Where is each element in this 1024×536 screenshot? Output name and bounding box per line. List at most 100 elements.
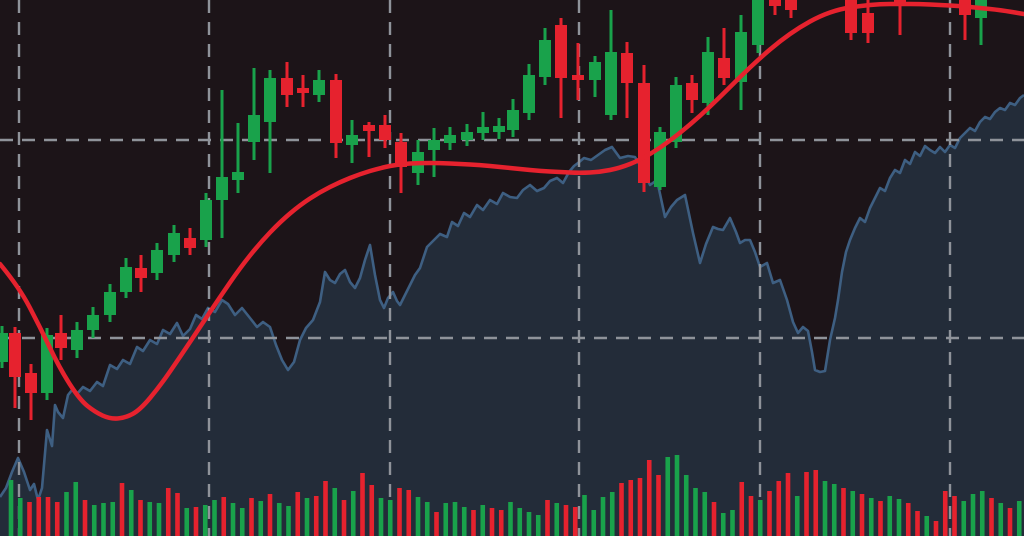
volume-bar bbox=[859, 494, 865, 536]
candle-body bbox=[444, 135, 456, 143]
candle bbox=[264, 70, 276, 173]
volume-bar bbox=[304, 498, 310, 536]
volume-bar bbox=[165, 488, 171, 536]
area-outline bbox=[0, 93, 1024, 502]
candle bbox=[363, 122, 375, 157]
price-area-series bbox=[0, 93, 1024, 536]
volume-bar bbox=[665, 457, 671, 536]
candle-body bbox=[9, 333, 21, 377]
candle-body bbox=[477, 127, 489, 133]
candle-body bbox=[769, 0, 781, 6]
candle-body bbox=[184, 238, 196, 248]
volume-bar bbox=[693, 488, 698, 536]
candle bbox=[785, 0, 797, 18]
volume-bar bbox=[508, 502, 513, 536]
candle bbox=[444, 127, 456, 150]
candle-body bbox=[248, 115, 260, 142]
volume-bar bbox=[582, 495, 587, 536]
volume-bar bbox=[369, 485, 375, 536]
volume-bar bbox=[147, 502, 153, 536]
candle-body bbox=[346, 135, 358, 145]
volume-bar bbox=[489, 508, 495, 536]
candle bbox=[493, 118, 505, 139]
candle-body bbox=[87, 315, 99, 330]
volume-bar bbox=[480, 505, 486, 536]
volume-bars bbox=[8, 455, 1022, 536]
volume-bar bbox=[45, 497, 51, 536]
volume-bar bbox=[998, 503, 1004, 536]
candle-body bbox=[702, 52, 714, 103]
volume-bar bbox=[387, 500, 393, 536]
candle-body bbox=[216, 177, 228, 200]
candle bbox=[71, 322, 83, 358]
volume-bar bbox=[637, 478, 643, 536]
volume-bar bbox=[378, 498, 384, 536]
volume-bar bbox=[193, 507, 199, 536]
candle bbox=[718, 28, 730, 85]
volume-bar bbox=[748, 496, 754, 536]
candle bbox=[281, 62, 293, 107]
candle-body bbox=[297, 88, 309, 93]
candle-body bbox=[104, 292, 116, 315]
candle bbox=[702, 37, 714, 115]
candle bbox=[184, 228, 196, 255]
candle-body bbox=[461, 132, 473, 140]
volume-bar bbox=[961, 501, 967, 536]
candle-body bbox=[735, 32, 747, 82]
volume-bar bbox=[711, 502, 717, 536]
volume-bar bbox=[970, 494, 976, 536]
volume-bar bbox=[526, 512, 532, 536]
candle bbox=[9, 327, 21, 408]
volume-bar bbox=[535, 515, 541, 536]
volume-bar bbox=[267, 494, 273, 536]
volume-bar bbox=[785, 473, 791, 536]
volume-bar bbox=[924, 516, 930, 536]
volume-bar bbox=[286, 506, 291, 536]
candle-body bbox=[379, 125, 391, 140]
candle bbox=[135, 255, 147, 292]
volume-bar bbox=[942, 491, 948, 536]
volume-bar bbox=[933, 521, 939, 536]
volume-bar bbox=[138, 500, 143, 536]
candle-body bbox=[539, 40, 551, 77]
candle-body bbox=[0, 333, 8, 362]
candle bbox=[330, 74, 342, 158]
volume-bar bbox=[850, 491, 856, 536]
candle bbox=[379, 115, 391, 148]
candle-body bbox=[200, 200, 212, 240]
candle-body bbox=[555, 25, 567, 78]
volume-bar bbox=[406, 490, 412, 536]
candle bbox=[752, 0, 764, 53]
volume-bar bbox=[600, 497, 606, 536]
volume-bar bbox=[91, 505, 97, 536]
candle bbox=[248, 68, 260, 160]
candle-body bbox=[168, 233, 180, 255]
candle bbox=[507, 99, 519, 137]
volume-bar bbox=[896, 499, 902, 536]
candle bbox=[621, 42, 633, 118]
candle bbox=[572, 43, 584, 100]
volume-bar bbox=[471, 510, 476, 536]
volume-bar bbox=[8, 480, 14, 536]
volume-bar bbox=[878, 501, 883, 536]
candle bbox=[654, 127, 666, 190]
candle-body bbox=[120, 267, 132, 292]
volume-bar bbox=[813, 470, 819, 536]
volume-bar bbox=[249, 498, 254, 536]
volume-bar bbox=[295, 492, 301, 536]
volume-bar bbox=[82, 500, 88, 536]
volume-bar bbox=[276, 503, 282, 536]
candle bbox=[200, 193, 212, 247]
candle-body bbox=[232, 172, 244, 180]
volume-bar bbox=[739, 482, 745, 536]
volume-bar bbox=[831, 484, 837, 536]
candle-body bbox=[718, 58, 730, 78]
volume-bar bbox=[757, 500, 763, 536]
volume-bar bbox=[989, 498, 994, 536]
candle-body bbox=[862, 13, 874, 33]
candle bbox=[297, 75, 309, 107]
candle bbox=[0, 326, 8, 368]
volume-bar bbox=[804, 472, 809, 536]
volume-bar bbox=[350, 491, 356, 536]
candle bbox=[428, 128, 440, 177]
